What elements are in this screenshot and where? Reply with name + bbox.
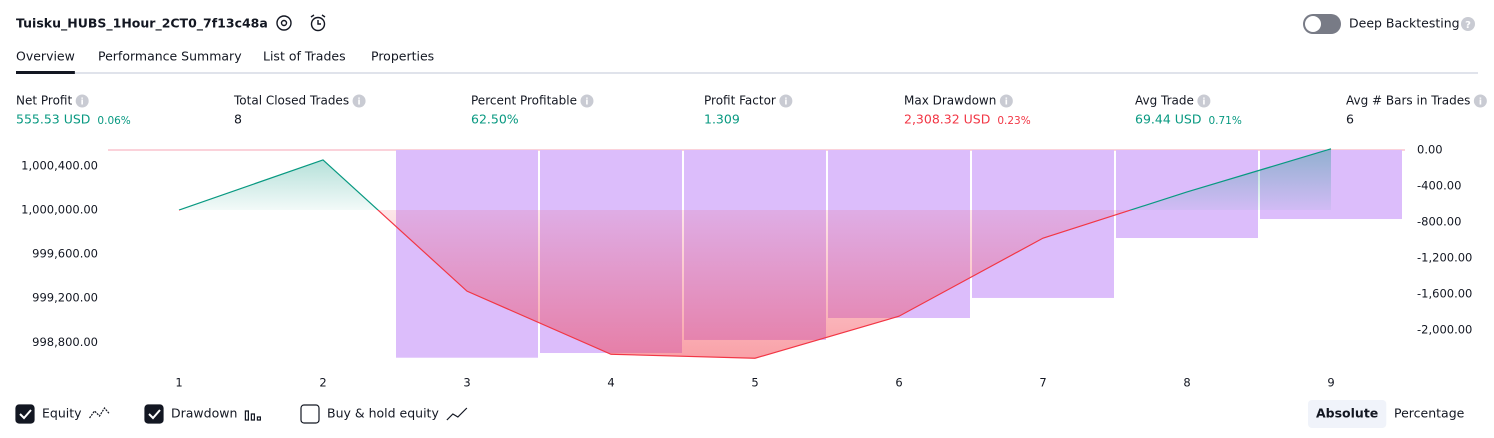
toggle-icon [446, 407, 468, 421]
checkbox-check [19, 409, 32, 420]
y2-tick-label: -1,200.00 [1417, 250, 1472, 264]
x-tick-label: 2 [319, 376, 326, 390]
info-icon[interactable] [779, 94, 793, 108]
info-icon-glyph: i [81, 98, 84, 108]
y-tick-label: 999,200.00 [32, 291, 98, 305]
settings-icon[interactable] [276, 15, 292, 31]
metric-value: 6 [1346, 112, 1354, 127]
metric-value: 555.53 USD [16, 112, 90, 127]
x-tick-label: 9 [1327, 376, 1334, 390]
view-mode-label[interactable]: Percentage [1394, 406, 1465, 421]
y-tick-label: 999,600.00 [32, 247, 98, 261]
tab[interactable]: Performance Summary [98, 49, 242, 64]
x-tick-label: 4 [607, 376, 614, 390]
metric-label: Profit Factor [704, 94, 776, 108]
tab[interactable]: Overview [16, 49, 75, 64]
toggle-label: Buy & hold equity [327, 406, 439, 421]
metric-value: 69.44 USD [1135, 112, 1201, 127]
metric-label: Percent Profitable [471, 94, 577, 108]
y2-tick-label: -800.00 [1417, 214, 1461, 228]
x-tick-label: 3 [463, 376, 470, 390]
y-tick-label: 998,800.00 [32, 335, 98, 349]
help-icon[interactable]: ? [1461, 17, 1475, 31]
info-icon-glyph: i [358, 98, 361, 108]
x-tick-label: 8 [1183, 376, 1190, 390]
equity-area [179, 148, 1331, 359]
tab[interactable]: Properties [371, 49, 434, 64]
active-tab-underline [16, 71, 75, 74]
y-tick-label: 1,000,000.00 [21, 203, 98, 217]
x-tick-label: 6 [895, 376, 902, 390]
strategy-title: Tuisku_HUBS_1Hour_2CT0_7f13c48a [16, 16, 268, 32]
metric-value: 8 [234, 112, 242, 127]
metric-percent: 0.71% [1208, 115, 1241, 127]
y2-tick-label: -1,600.00 [1417, 286, 1472, 300]
checkbox[interactable] [300, 404, 320, 424]
info-icon[interactable] [999, 94, 1013, 108]
y-tick-label: 1,000,400.00 [21, 158, 98, 172]
alert-icon[interactable] [310, 14, 326, 32]
metric-label: Net Profit [16, 94, 72, 108]
info-icon[interactable] [352, 94, 366, 108]
metric-label: Total Closed Trades [233, 94, 349, 108]
toggle-label: Equity [42, 406, 82, 421]
info-icon-glyph: i [1479, 98, 1482, 108]
equity-line [178, 148, 1332, 359]
y2-tick-label: -2,000.00 [1417, 322, 1472, 336]
metric-value: 1.309 [704, 112, 740, 127]
info-icon-glyph: i [585, 98, 588, 108]
y2-tick-label: 0.00 [1417, 143, 1443, 157]
metric-label: Max Drawdown [904, 94, 996, 108]
deep-backtesting-label: Deep Backtesting [1349, 16, 1460, 31]
svg-text:?: ? [1465, 20, 1471, 31]
info-icon-glyph: i [1202, 98, 1205, 108]
checkbox[interactable] [144, 404, 164, 424]
metric-label: Avg Trade [1135, 94, 1194, 108]
y2-tick-label: -400.00 [1417, 178, 1461, 192]
info-icon-glyph: i [784, 98, 787, 108]
metric-value: 2,308.32 USD [904, 112, 990, 127]
checkbox[interactable] [15, 404, 35, 424]
view-mode-active-bg [1308, 400, 1387, 428]
metric-percent: 0.06% [97, 115, 130, 127]
info-icon[interactable] [75, 94, 89, 108]
x-tick-label: 5 [751, 376, 758, 390]
view-mode-label[interactable]: Absolute [1316, 406, 1378, 421]
metric-label: Avg # Bars in Trades [1346, 94, 1470, 108]
x-tick-label: 7 [1039, 376, 1046, 390]
toggle-icon [244, 410, 261, 421]
info-icon[interactable] [1197, 94, 1211, 108]
deep-backtesting-toggle[interactable] [1303, 14, 1341, 34]
metric-percent: 0.23% [997, 115, 1030, 127]
checkbox-check [148, 409, 161, 420]
info-icon[interactable] [1473, 94, 1487, 108]
x-tick-label: 1 [175, 376, 182, 390]
toggle-icon [89, 406, 110, 419]
info-icon-glyph: i [1005, 98, 1008, 108]
info-icon[interactable] [580, 94, 594, 108]
toggle-label: Drawdown [171, 406, 237, 421]
tab[interactable]: List of Trades [263, 49, 346, 64]
metric-value: 62.50% [471, 112, 519, 127]
